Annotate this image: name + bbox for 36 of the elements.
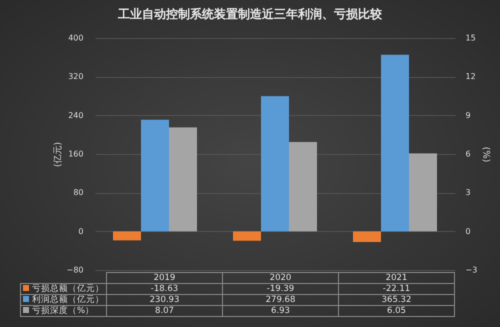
data-label: 6.05 (338, 306, 454, 316)
data-label: 279.68 (222, 294, 338, 306)
y-tick-label: 400 (68, 34, 84, 42)
y-tick-label: 0 (78, 226, 84, 236)
y2-tick-label: 12 (466, 72, 476, 82)
data-label: -18.63 (106, 284, 222, 294)
y-tick-label: 80 (73, 188, 84, 198)
bar (113, 231, 141, 240)
y2-tick-label: 6 (466, 150, 471, 158)
y2-tick-label: 9 (466, 110, 471, 120)
x-tick-label: 2020 (222, 272, 338, 284)
data-label: 8.07 (106, 306, 222, 316)
y2-tick-label: 3 (466, 188, 471, 198)
y2-tick-label: 0 (466, 226, 471, 236)
y2-tick-label: 15 (466, 34, 476, 42)
legend-label: 利润总额（亿元） (20, 294, 106, 306)
y-axis-title: (亿元) (52, 142, 64, 168)
y-tick-label: 320 (68, 72, 84, 82)
legend-label: 亏损总额（亿元） (20, 284, 106, 294)
data-label: 6.93 (222, 306, 338, 316)
bar (381, 54, 409, 232)
x-tick-label: 2019 (106, 272, 222, 284)
y2-tick-label: −3 (466, 266, 478, 274)
x-tick-label: 2021 (338, 272, 454, 284)
y-tick-label: −80 (66, 266, 84, 274)
data-label: 365.32 (338, 294, 454, 306)
bar (353, 231, 381, 242)
y2-axis-title: (%) (480, 146, 490, 162)
chart-title: 工业自动控制系统装置制造近三年利润、亏损比较 (117, 6, 383, 23)
data-label: -19.39 (222, 284, 338, 294)
legend-label: 亏损深度（%） (20, 306, 106, 316)
bar (233, 231, 261, 241)
data-label: -22.11 (338, 284, 454, 294)
y-tick-label: 160 (68, 150, 84, 158)
y-tick-label: 240 (68, 110, 84, 120)
data-label: 230.93 (106, 294, 222, 306)
